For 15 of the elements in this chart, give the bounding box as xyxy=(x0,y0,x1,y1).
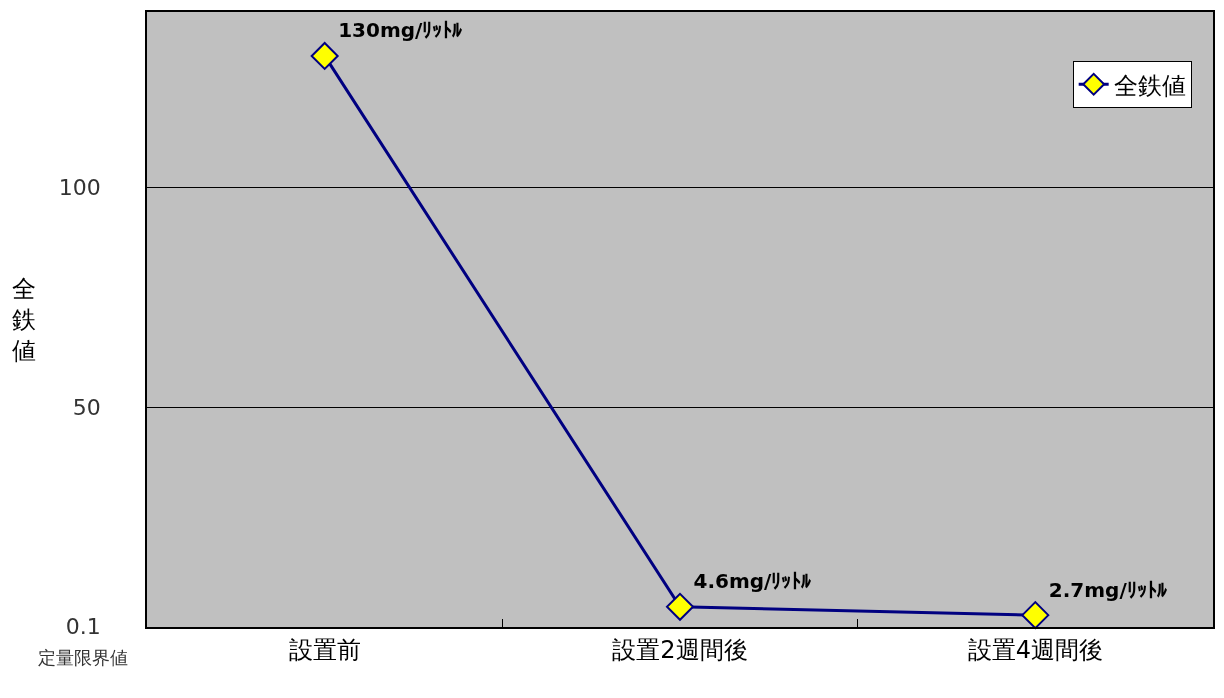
y-axis-title: 全鉄値 xyxy=(12,275,36,366)
point xyxy=(666,592,694,621)
y-tick-label: 0.1 xyxy=(65,614,101,640)
x-tick-label: 設置前 xyxy=(288,635,361,664)
legend-label: 全鉄値 xyxy=(1113,71,1186,100)
text: 定量限界値 xyxy=(38,647,128,668)
y-tick-label: 100 xyxy=(58,175,101,201)
x-tick-label: 設置2週間後 xyxy=(612,635,748,664)
y-tick-label: 50 xyxy=(72,395,101,421)
data-label: 130mg/ﾘｯﾄﾙ xyxy=(338,18,463,43)
point xyxy=(1021,601,1050,630)
point xyxy=(310,41,339,70)
x-tick-label: 設置4週間後 xyxy=(967,635,1103,664)
data-label: 2.7mg/ﾘｯﾄﾙ xyxy=(1048,577,1167,602)
data-label: 4.6mg/ﾘｯﾄﾙ xyxy=(693,569,812,594)
